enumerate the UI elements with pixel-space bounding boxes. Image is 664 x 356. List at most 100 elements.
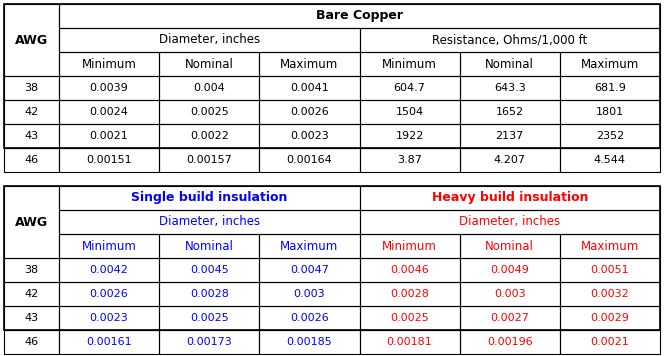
Text: 0.0049: 0.0049 (490, 265, 529, 275)
Text: 0.0046: 0.0046 (390, 265, 429, 275)
Text: 1504: 1504 (396, 107, 424, 117)
Bar (359, 234, 459, 258)
Text: 0.0023: 0.0023 (290, 131, 329, 141)
Text: 0.0025: 0.0025 (190, 313, 228, 323)
Bar (260, 124, 359, 148)
Text: Maximum: Maximum (280, 240, 339, 252)
Text: 0.00185: 0.00185 (287, 337, 332, 347)
Bar (459, 330, 560, 354)
Text: Maximum: Maximum (280, 58, 339, 70)
Bar (359, 76, 459, 100)
Text: 0.00181: 0.00181 (386, 337, 432, 347)
Text: Single build insulation: Single build insulation (131, 192, 288, 204)
Bar (59, 330, 159, 354)
Bar (59, 124, 159, 148)
Bar (359, 258, 459, 282)
Text: 1801: 1801 (596, 107, 624, 117)
Text: 43: 43 (25, 131, 39, 141)
Bar (59, 234, 159, 258)
Text: AWG: AWG (15, 33, 48, 47)
Bar (4, 100, 59, 124)
Text: 1652: 1652 (496, 107, 524, 117)
Text: 0.0042: 0.0042 (90, 265, 129, 275)
Text: 0.0023: 0.0023 (90, 313, 128, 323)
Text: 0.0026: 0.0026 (290, 107, 329, 117)
Bar (159, 306, 260, 330)
Text: 0.0021: 0.0021 (590, 337, 629, 347)
Bar (560, 234, 660, 258)
Text: Maximum: Maximum (581, 240, 639, 252)
Text: 0.0039: 0.0039 (90, 83, 128, 93)
Text: 46: 46 (25, 337, 39, 347)
Text: 2137: 2137 (495, 131, 524, 141)
Bar (359, 148, 459, 172)
Bar (560, 76, 660, 100)
Text: 1922: 1922 (395, 131, 424, 141)
Bar (159, 282, 260, 306)
Text: 0.0045: 0.0045 (190, 265, 228, 275)
Text: 0.00157: 0.00157 (187, 155, 232, 165)
Text: 0.0026: 0.0026 (290, 313, 329, 323)
Bar (359, 52, 459, 76)
Text: 0.00164: 0.00164 (287, 155, 332, 165)
Bar (4, 186, 660, 330)
Text: 0.0025: 0.0025 (190, 107, 228, 117)
Bar (560, 148, 660, 172)
Bar (4, 76, 59, 100)
Bar (159, 76, 260, 100)
Text: 4.207: 4.207 (494, 155, 526, 165)
Bar (459, 258, 560, 282)
Bar (59, 100, 159, 124)
Bar (459, 100, 560, 124)
Bar (59, 282, 159, 306)
Text: 0.0026: 0.0026 (90, 289, 128, 299)
Bar (59, 4, 660, 28)
Text: 604.7: 604.7 (394, 83, 426, 93)
Text: Minimum: Minimum (82, 58, 137, 70)
Text: 4.544: 4.544 (594, 155, 626, 165)
Bar (260, 306, 359, 330)
Bar (4, 148, 59, 172)
Text: 0.004: 0.004 (193, 83, 225, 93)
Bar (560, 282, 660, 306)
Bar (260, 76, 359, 100)
Bar (260, 330, 359, 354)
Bar (159, 330, 260, 354)
Text: Nominal: Nominal (185, 58, 234, 70)
Text: 0.0024: 0.0024 (90, 107, 129, 117)
Bar (560, 124, 660, 148)
Bar (459, 148, 560, 172)
Bar (4, 4, 59, 76)
Bar (359, 186, 660, 210)
Text: 0.0032: 0.0032 (590, 289, 629, 299)
Bar (4, 330, 59, 354)
Text: 42: 42 (25, 107, 39, 117)
Text: 2352: 2352 (596, 131, 624, 141)
Bar (159, 100, 260, 124)
Text: 0.0028: 0.0028 (390, 289, 429, 299)
Bar (59, 210, 359, 234)
Bar (459, 234, 560, 258)
Text: 0.0029: 0.0029 (590, 313, 629, 323)
Text: 643.3: 643.3 (494, 83, 526, 93)
Text: Minimum: Minimum (382, 240, 437, 252)
Bar (260, 282, 359, 306)
Text: Heavy build insulation: Heavy build insulation (432, 192, 588, 204)
Bar (159, 234, 260, 258)
Bar (560, 306, 660, 330)
Bar (359, 306, 459, 330)
Bar (4, 258, 59, 282)
Bar (59, 148, 159, 172)
Bar (560, 100, 660, 124)
Text: Maximum: Maximum (581, 58, 639, 70)
Bar (560, 52, 660, 76)
Text: 43: 43 (25, 313, 39, 323)
Bar (4, 306, 59, 330)
Bar (560, 330, 660, 354)
Bar (359, 210, 660, 234)
Text: 0.0021: 0.0021 (90, 131, 128, 141)
Text: 0.0047: 0.0047 (290, 265, 329, 275)
Bar (359, 28, 660, 52)
Bar (4, 124, 59, 148)
Bar (359, 100, 459, 124)
